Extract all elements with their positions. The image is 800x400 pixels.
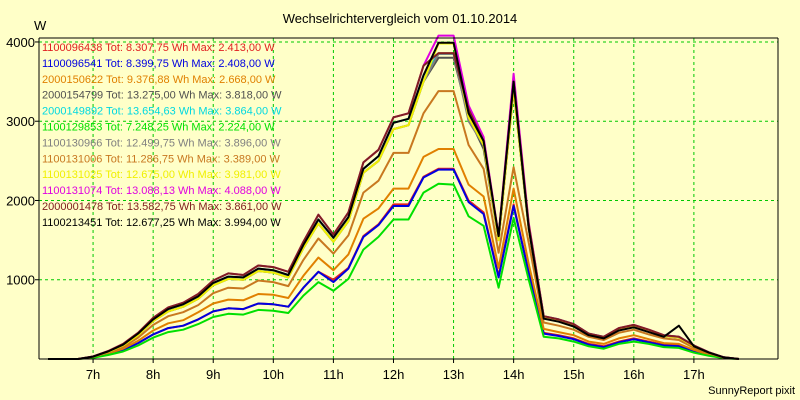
x-tick-label: 14h	[503, 367, 525, 382]
legend-entry: 1100096541 Tot: 8.399,75 Wh Max: 2.408,0…	[42, 58, 275, 70]
tick-labels: 7h 8h 9h 10h 11h 12h 13h 14h 15h 16h 17h 1000 2000 30…	[6, 35, 705, 382]
x-tick-label: 13h	[443, 367, 465, 382]
y-tick-label: 4000	[6, 35, 35, 50]
series-line-1100131006	[48, 90, 739, 360]
legend-entry: 1100129853 Tot: 7.248,25 Wh Max: 2.224,0…	[42, 122, 275, 134]
legend-entry: 1100131025 Tot: 12.675,00 Wh Max: 3.981,…	[42, 169, 281, 181]
y-tick-label: 1000	[6, 273, 35, 288]
x-tick-label: 16h	[623, 367, 645, 382]
series-line-1100129853	[48, 182, 739, 360]
x-tick-label: 9h	[206, 367, 220, 382]
x-tick-label: 10h	[262, 367, 284, 382]
legend-entry: 1100096438 Tot: 8.307,75 Wh Max: 2.413,0…	[42, 42, 275, 54]
legend-entry: 1100213451 Tot: 12.677,25 Wh Max: 3.994,…	[42, 217, 281, 229]
series-line-1100213451	[48, 41, 740, 360]
axes	[38, 37, 779, 360]
legend: 1100096438 Tot: 8.307,75 Wh Max: 2.413,0…	[42, 42, 282, 229]
legend-entry: 1100131074 Tot: 13.088,13 Wh Max: 4.088,…	[42, 185, 281, 197]
legend-entry: 2000001478 Tot: 13.582,75 Wh Max: 3.861,…	[42, 201, 282, 213]
legend-entry: 1100130966 Tot: 12.499,75 Wh Max: 3.896,…	[42, 137, 281, 149]
legend-entry: 2000154799 Tot: 13.275,00 Wh Max: 3.818,…	[42, 90, 282, 102]
series-group	[48, 34, 740, 360]
x-tick-label: 8h	[146, 367, 160, 382]
legend-entry: 2000150622 Tot: 9.376,88 Wh Max: 2.668,0…	[42, 74, 276, 86]
series-line-2000001478	[48, 52, 740, 360]
x-tick-label: 12h	[383, 367, 405, 382]
x-tick-label: 7h	[86, 367, 100, 382]
y-tick-label: 2000	[6, 193, 35, 208]
credit-label: SunnyReport pixit	[708, 385, 795, 397]
x-tick-label: 17h	[683, 367, 705, 382]
series-line-1100096541	[48, 168, 739, 360]
y-tick-label: 3000	[6, 114, 35, 129]
y-axis-label: W	[34, 18, 47, 33]
legend-entry: 2000149892 Tot: 13.654,63 Wh Max: 3.864,…	[42, 106, 282, 118]
chart-title: Wechselrichtervergleich vom 01.10.2014	[283, 11, 518, 26]
legend-entry: 1100131006 Tot: 11.286,75 Wh Max: 3.389,…	[42, 153, 281, 165]
x-tick-label: 15h	[563, 367, 585, 382]
x-tick-label: 11h	[323, 367, 344, 382]
series-line-2000150622	[48, 148, 739, 360]
